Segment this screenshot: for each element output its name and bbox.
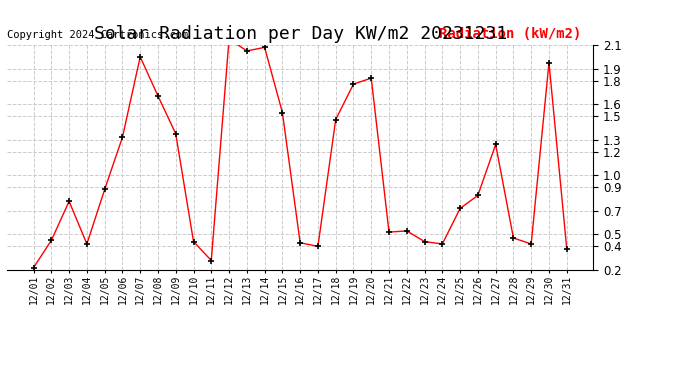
Title: Solar Radiation per Day KW/m2 20231231: Solar Radiation per Day KW/m2 20231231 (94, 26, 506, 44)
Text: Radiation (kW/m2): Radiation (kW/m2) (440, 27, 582, 40)
Text: Copyright 2024 Cartronics.com: Copyright 2024 Cartronics.com (7, 30, 188, 40)
